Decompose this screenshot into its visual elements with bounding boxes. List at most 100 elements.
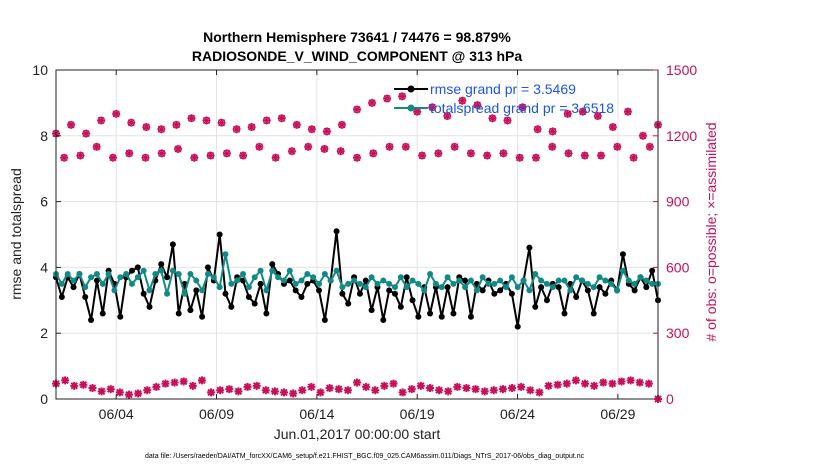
obs-assimilated-star xyxy=(434,149,443,158)
obs-assimilated-star xyxy=(232,125,241,134)
rmse-point xyxy=(368,307,375,314)
obs-marker-lower xyxy=(287,147,296,156)
obs-assimilated-star xyxy=(322,127,331,136)
obs-marker-lower xyxy=(206,151,215,160)
obs-assimilated-star xyxy=(190,153,199,162)
obs-assimilated-star xyxy=(336,147,345,156)
obs-marker-upper xyxy=(187,114,196,123)
obs-marker-upper xyxy=(458,96,467,105)
totalspread-point xyxy=(158,267,165,274)
obs-assimilated-star xyxy=(82,129,91,138)
obs-assimilated-low-marker xyxy=(353,378,361,387)
obs-marker-lower xyxy=(60,153,69,162)
rmse-point xyxy=(427,310,434,317)
totalspread-point xyxy=(310,274,317,281)
obs-assimilated-low-marker xyxy=(188,381,197,390)
y-tick-label-right: 0 xyxy=(666,391,674,407)
obs-marker-lower xyxy=(320,144,329,153)
totalspread-point xyxy=(555,277,562,284)
obs-assimilated-star xyxy=(548,142,557,151)
totalspread-point xyxy=(444,274,451,281)
x-axis-label: Jun.01,2017 00:00:00 start xyxy=(274,426,441,442)
obs-marker-upper xyxy=(443,112,452,121)
obs-assimilated-low-marker xyxy=(644,379,653,388)
obs-marker-upper xyxy=(172,120,181,129)
rmse-point xyxy=(204,264,211,271)
obs-marker-lower xyxy=(401,142,410,151)
obs-marker-upper xyxy=(548,127,557,136)
obs-assimilated-star xyxy=(277,114,286,123)
obs-marker-upper xyxy=(638,131,647,140)
obs-assimilated-star xyxy=(217,118,226,127)
rmse-point xyxy=(70,284,77,291)
obs-assimilated-star xyxy=(608,123,617,132)
rmse-point xyxy=(467,313,474,320)
obs-assimilated-star xyxy=(613,142,622,151)
totalspread-point xyxy=(380,277,387,284)
totalspread-point xyxy=(374,280,381,287)
totalspread-point xyxy=(491,280,498,287)
obs-marker-lower xyxy=(564,149,573,158)
obs-assimilated-star xyxy=(187,114,196,123)
totalspread-point xyxy=(485,280,492,287)
totalspread-point xyxy=(608,280,615,287)
obs-marker-lower xyxy=(157,149,166,158)
obs-marker-upper xyxy=(67,120,76,129)
totalspread-point xyxy=(345,280,352,287)
obs-marker-lower xyxy=(222,149,231,158)
totalspread-point xyxy=(579,277,586,284)
obs-assimilated-star xyxy=(262,116,271,125)
totalspread-point xyxy=(164,290,171,297)
obs-assimilated-star xyxy=(157,125,166,134)
obs-assimilated-star xyxy=(369,149,378,158)
totalspread-point xyxy=(321,270,328,277)
obs-marker-upper xyxy=(97,116,106,125)
x-tick-label: 06/24 xyxy=(500,406,535,422)
obs-assimilated-low-marker xyxy=(517,382,526,391)
obs-assimilated-star xyxy=(401,142,410,151)
totalspread-point xyxy=(625,277,632,284)
totalspread-point xyxy=(351,277,358,284)
obs-assimilated-low-marker xyxy=(106,385,115,394)
obs-assimilated-low-marker xyxy=(225,385,234,394)
totalspread-point xyxy=(368,274,375,281)
totalspread-point xyxy=(99,280,106,287)
obs-assimilated-star xyxy=(206,151,215,160)
obs-assimilated-low-marker xyxy=(526,386,535,395)
obs-assimilated-low-marker xyxy=(444,387,453,396)
obs-marker-upper xyxy=(503,116,512,125)
obs-assimilated-low-marker xyxy=(161,379,170,388)
rmse-point xyxy=(169,241,176,248)
obs-assimilated-low-marker xyxy=(307,382,316,391)
rmse-point xyxy=(356,290,363,297)
totalspread-point xyxy=(269,267,276,274)
obs-marker-upper xyxy=(307,125,316,134)
obs-marker-lower xyxy=(304,142,313,151)
totalspread-point xyxy=(637,274,644,281)
obs-assimilated-low-marker xyxy=(197,376,206,385)
totalspread-point xyxy=(70,277,77,284)
obs-assimilated-low-marker xyxy=(608,379,617,388)
totalspread-point xyxy=(391,284,398,291)
obs-marker-upper xyxy=(623,107,632,116)
rmse-point xyxy=(82,294,89,301)
totalspread-point xyxy=(619,267,626,274)
totalspread-point xyxy=(362,284,369,291)
rmse-point xyxy=(117,313,124,320)
totalspread-point xyxy=(275,274,282,281)
y-tick-label-right: 600 xyxy=(666,259,690,275)
rmse-point xyxy=(532,303,539,310)
totalspread-point xyxy=(292,280,299,287)
obs-assimilated-star xyxy=(533,125,542,134)
totalspread-point xyxy=(538,277,545,284)
totalspread-point xyxy=(298,277,305,284)
rmse-point xyxy=(158,261,165,268)
rmse-point xyxy=(88,317,95,324)
obs-assimilated-star xyxy=(76,151,85,160)
obs-marker-upper xyxy=(337,120,346,129)
obs-assimilated-low-marker xyxy=(79,380,88,389)
totalspread-point xyxy=(193,277,200,284)
obs-assimilated-low-marker xyxy=(316,388,325,397)
obs-marker-upper xyxy=(127,118,136,127)
obs-assimilated-star xyxy=(629,153,638,162)
